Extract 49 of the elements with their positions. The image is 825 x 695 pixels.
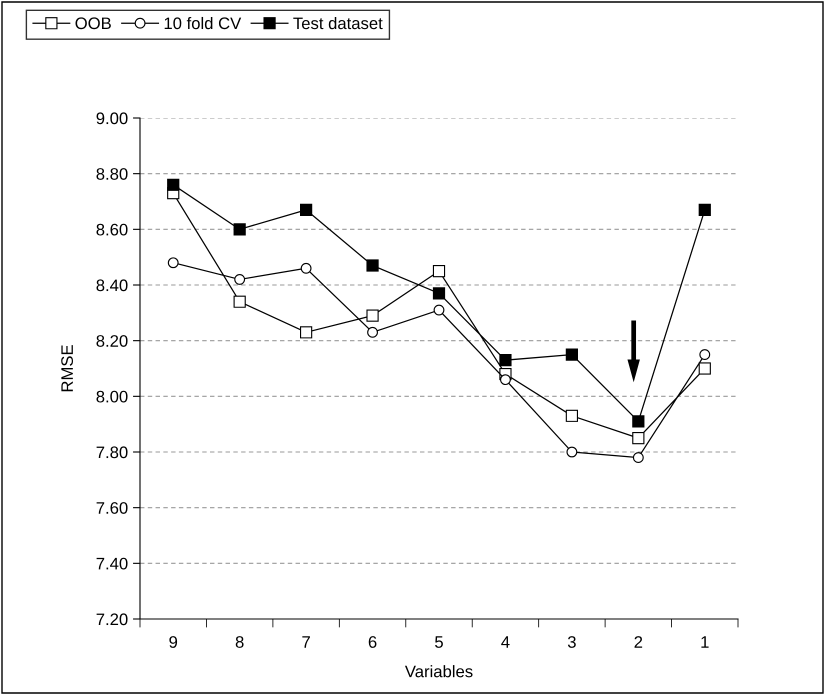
point [632, 415, 644, 428]
point [500, 374, 511, 386]
y-tick-label: 7.20 [96, 613, 128, 626]
point [300, 204, 312, 216]
x-tick-label: 5 [435, 636, 443, 648]
x-tick-label: 7 [302, 636, 310, 648]
point [566, 348, 578, 361]
y-tick-label: 8.40 [96, 279, 128, 292]
legend-label: OOB [76, 17, 111, 30]
y-axis-title: RMSE [61, 345, 74, 392]
point [499, 354, 512, 366]
point [234, 296, 246, 308]
y-tick-label: 8.00 [96, 390, 128, 403]
point [234, 223, 246, 236]
point [698, 362, 711, 375]
x-axis-title: Variables [404, 665, 473, 678]
x-tick-label: 2 [634, 636, 642, 648]
x-tick-label: 8 [236, 636, 244, 648]
y-tick-label: 9.00 [96, 112, 128, 124]
y-tick-label: 7.60 [96, 502, 128, 514]
point [167, 178, 180, 191]
x-tick-label: 9 [169, 636, 178, 648]
x-tick-label: 4 [501, 636, 510, 648]
point [168, 257, 179, 268]
x-tick-label: 6 [368, 636, 376, 648]
y-tick-label: 8.20 [96, 335, 128, 347]
point [566, 446, 578, 458]
point [366, 310, 379, 322]
point [632, 432, 644, 444]
y-tick-label: 8.60 [96, 224, 128, 236]
point [632, 452, 644, 463]
point [367, 326, 378, 338]
point [300, 326, 312, 338]
x-tick-label: 3 [568, 636, 576, 648]
y-tick-label: 8.80 [96, 168, 128, 180]
point [366, 259, 379, 272]
legend-label: Test dataset [293, 16, 383, 30]
y-tick-label: 7.80 [96, 446, 128, 458]
point [432, 287, 446, 300]
point [566, 410, 578, 422]
legend-label: 10 fold CV [164, 16, 242, 30]
y-tick-label: 7.40 [96, 558, 128, 570]
point [434, 304, 444, 316]
point [698, 204, 711, 216]
point [234, 274, 246, 285]
x-tick-label: 1 [701, 636, 709, 648]
point [699, 349, 710, 360]
point [432, 264, 446, 278]
point [300, 262, 312, 274]
